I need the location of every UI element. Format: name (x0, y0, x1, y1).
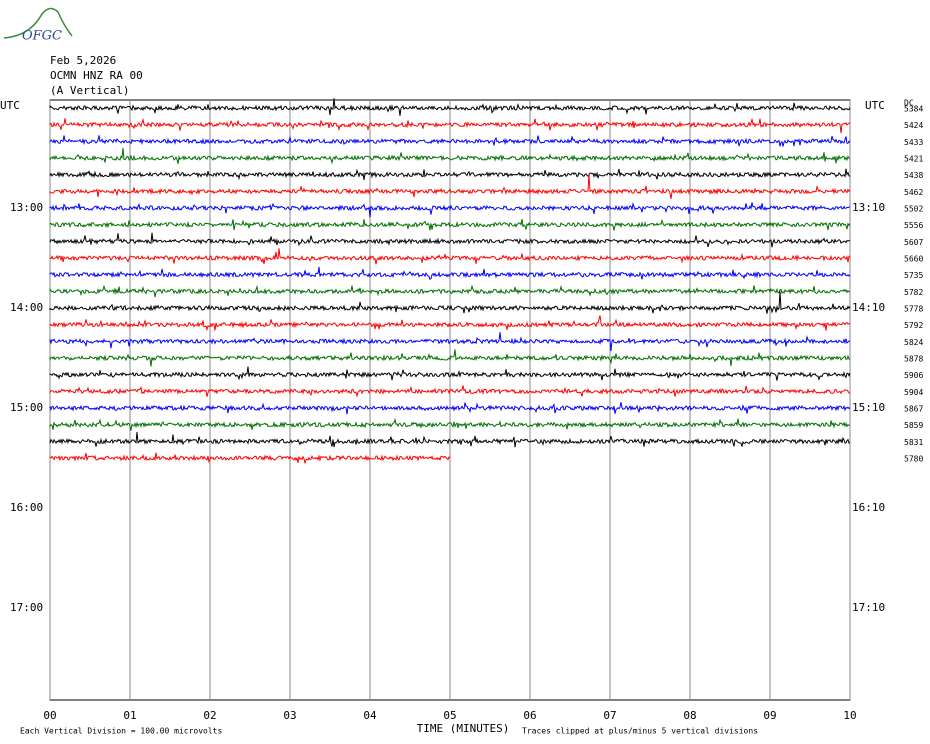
left-time-label: 17:00 (10, 601, 43, 614)
right-time-label: 16:10 (852, 501, 885, 514)
trace (49, 402, 851, 415)
x-tick-label: 07 (603, 709, 616, 722)
right-time-label: 17:10 (852, 601, 885, 614)
trace (49, 452, 451, 464)
title: Feb 5,2026 (50, 54, 116, 67)
title: OCMN HNZ RA 00 (50, 69, 143, 82)
trace (49, 332, 851, 352)
x-tick-label: 10 (843, 709, 856, 722)
dc-value: 5867 (904, 405, 923, 414)
dc-value: 5831 (904, 438, 923, 447)
footer-right: Traces clipped at plus/minus 5 vertical … (522, 727, 758, 736)
dc-value: 5735 (904, 271, 923, 280)
dc-value: 5438 (904, 171, 923, 180)
x-tick-label: 01 (123, 709, 136, 722)
left-time-label: 15:00 (10, 401, 43, 414)
logo-arc (3, 7, 73, 39)
dc-value: 5462 (904, 188, 923, 197)
trace (49, 366, 851, 381)
trace (49, 135, 851, 147)
dc-value: 5556 (904, 221, 923, 230)
dc-header: DC (904, 99, 914, 108)
dc-value: 5878 (904, 355, 923, 364)
dc-value: 5792 (904, 321, 923, 330)
trace (49, 315, 851, 332)
trace (49, 291, 851, 314)
trace (49, 174, 851, 199)
dc-value: 5424 (904, 121, 923, 130)
dc-value: 5607 (904, 238, 923, 247)
x-tick-label: 03 (283, 709, 296, 722)
dc-value: 5778 (904, 305, 923, 314)
left-time-label: 16:00 (10, 501, 43, 514)
trace (49, 284, 851, 298)
x-tick-label: 02 (203, 709, 216, 722)
trace (49, 117, 851, 134)
trace (49, 147, 851, 165)
x-tick-label: 05 (443, 709, 456, 722)
x-tick-label: 00 (43, 709, 56, 722)
right-time-label: 14:10 (852, 301, 885, 314)
x-tick-label: 06 (523, 709, 536, 722)
x-axis-label: TIME (MINUTES) (417, 722, 510, 735)
trace (49, 349, 851, 367)
trace (49, 232, 851, 248)
trace (49, 266, 851, 281)
dc-value: 5904 (904, 388, 923, 397)
dc-value: 5502 (904, 205, 923, 214)
trace (49, 417, 851, 431)
right-header: UTC (865, 99, 885, 112)
dc-value: 5660 (904, 255, 923, 264)
left-time-label: 13:00 (10, 201, 43, 214)
right-time-label: 15:10 (852, 401, 885, 414)
footer-left: Each Vertical Division = 100.00 microvol… (20, 727, 222, 736)
logo: OFGC (22, 29, 62, 44)
x-tick-label: 04 (363, 709, 377, 722)
right-time-label: 13:10 (852, 201, 885, 214)
dc-value: 5824 (904, 338, 923, 347)
x-tick-label: 09 (763, 709, 776, 722)
trace (49, 98, 851, 116)
dc-value: 5906 (904, 371, 923, 380)
left-header: UTC (0, 99, 20, 112)
dc-value: 5780 (904, 455, 923, 464)
dc-value: 5421 (904, 155, 923, 164)
trace (49, 385, 851, 398)
trace (49, 168, 851, 181)
dc-value: 5782 (904, 288, 923, 297)
trace (49, 431, 851, 448)
trace (49, 248, 851, 265)
dc-value: 5433 (904, 138, 923, 147)
trace (49, 201, 851, 218)
dc-value: 5384 (904, 105, 923, 114)
trace (49, 218, 851, 231)
left-time-label: 14:00 (10, 301, 43, 314)
title: (A Vertical) (50, 84, 129, 97)
dc-value: 5859 (904, 421, 923, 430)
x-tick-label: 08 (683, 709, 696, 722)
